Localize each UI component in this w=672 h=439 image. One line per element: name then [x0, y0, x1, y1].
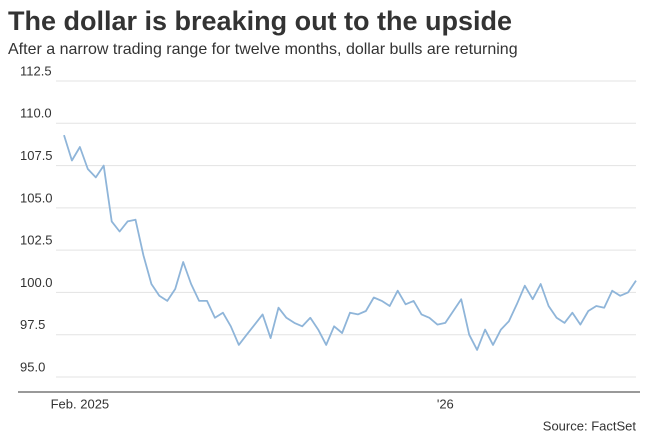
y-tick-label: 105.0	[20, 190, 53, 205]
y-tick-label: 112.5	[20, 63, 52, 78]
y-tick-label: 107.5	[20, 148, 53, 163]
chart-title: The dollar is breaking out to the upside	[8, 6, 512, 36]
source-note: Source: FactSet	[543, 418, 637, 433]
line-series	[63, 134, 637, 351]
y-tick-label: 102.5	[20, 233, 53, 248]
chart-subtitle: After a narrow trading range for twelve …	[8, 41, 518, 58]
x-tick-label: '26	[437, 396, 454, 411]
y-tick-label: 95.0	[20, 359, 45, 374]
y-tick-label: 97.5	[20, 317, 45, 332]
x-tick-label: Feb. 2025	[51, 396, 110, 411]
y-tick-label: 110.0	[20, 106, 52, 121]
y-tick-label: 100.0	[20, 275, 53, 290]
